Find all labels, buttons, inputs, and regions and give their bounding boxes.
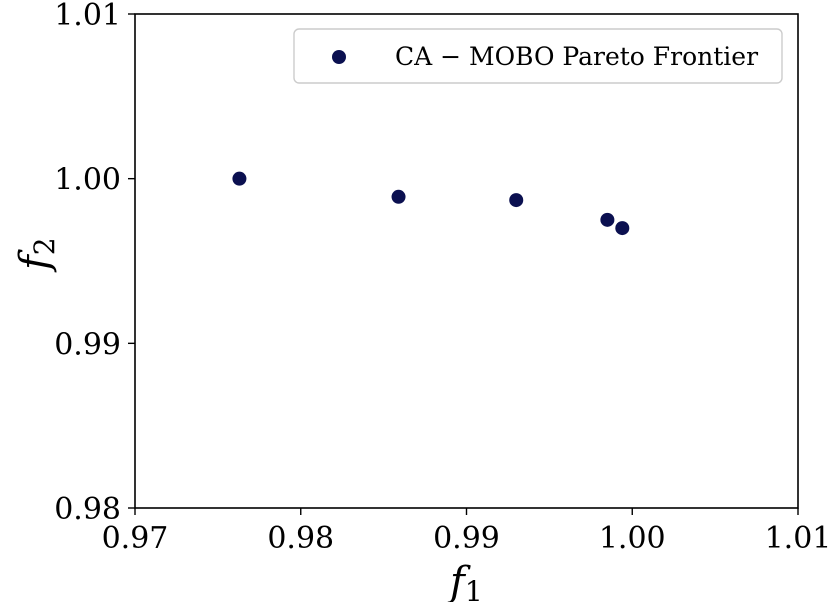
x-tick-label: 1.00 (599, 521, 666, 556)
x-tick-label: 0.97 (102, 521, 169, 556)
legend-marker (332, 50, 346, 64)
x-tick-label: 1.01 (765, 521, 830, 556)
x-axis-ticks: 0.97 0.98 0.99 1.00 1.01 (102, 508, 830, 556)
data-points (232, 171, 630, 236)
y-tick-label: 0.98 (54, 492, 121, 527)
y-axis-ticks: 0.98 0.99 1.00 1.01 (54, 0, 135, 527)
x-axis-label: f1 (447, 559, 483, 602)
x-tick-label: 0.99 (433, 521, 500, 556)
legend-box (293, 28, 783, 84)
data-point (615, 221, 630, 236)
plot-area (134, 13, 799, 509)
data-point (509, 193, 524, 208)
data-point (391, 189, 406, 204)
data-point (232, 171, 247, 186)
legend-label: CA − MOBO Pareto Frontier (395, 42, 758, 71)
legend: CA − MOBO Pareto Frontier (293, 28, 783, 84)
y-tick-label: 1.01 (54, 0, 121, 33)
y-tick-label: 0.99 (54, 327, 121, 362)
data-point (600, 212, 615, 227)
x-tick-label: 0.98 (267, 521, 334, 556)
y-tick-label: 1.00 (54, 163, 121, 198)
y-axis-label: f2 (12, 237, 61, 273)
